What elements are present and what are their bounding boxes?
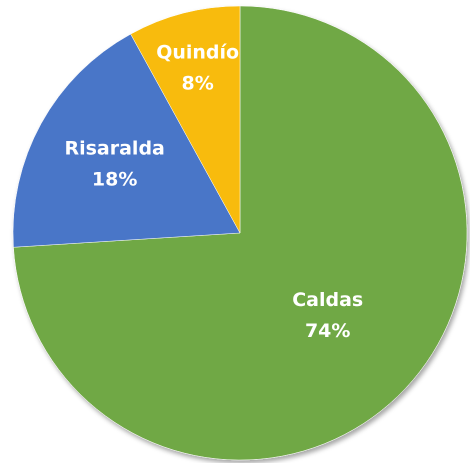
- slice-category-label: Quindío: [156, 42, 239, 64]
- pie-slice: [12, 33, 241, 248]
- labels: Caldas 74% Risaralda 18% Quindío 8%: [64, 42, 363, 342]
- slice-category-label: Caldas: [292, 289, 363, 311]
- slice-value-label: 74%: [305, 320, 350, 342]
- pie-slice: [130, 5, 241, 234]
- pie: [12, 5, 468, 461]
- slice-value-label: 8%: [182, 73, 214, 95]
- slice-value-label: 18%: [92, 169, 137, 191]
- slice-category-label: Risaralda: [64, 138, 164, 160]
